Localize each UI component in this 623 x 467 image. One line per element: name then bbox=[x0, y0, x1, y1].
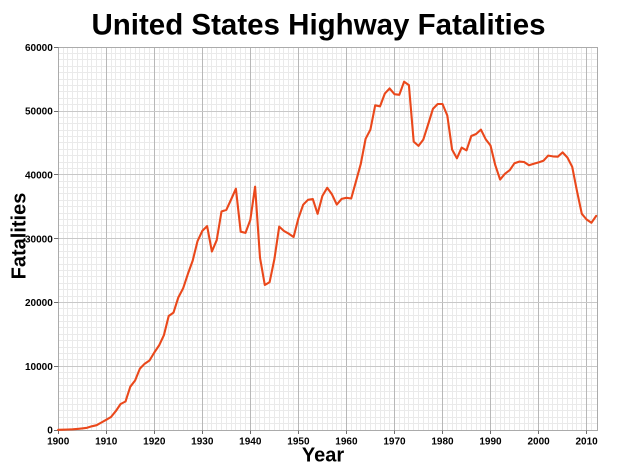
svg-text:1980: 1980 bbox=[431, 437, 454, 448]
svg-text:1910: 1910 bbox=[95, 437, 118, 448]
svg-text:1970: 1970 bbox=[383, 437, 406, 448]
svg-text:1920: 1920 bbox=[143, 437, 166, 448]
svg-text:Fatalities: Fatalities bbox=[9, 193, 31, 280]
svg-text:1930: 1930 bbox=[191, 437, 214, 448]
svg-text:1940: 1940 bbox=[239, 437, 262, 448]
svg-text:1950: 1950 bbox=[287, 437, 310, 448]
svg-text:40000: 40000 bbox=[25, 171, 53, 182]
svg-text:2010: 2010 bbox=[575, 437, 598, 448]
svg-text:1960: 1960 bbox=[335, 437, 358, 448]
svg-text:50000: 50000 bbox=[25, 107, 53, 118]
svg-text:Year: Year bbox=[302, 445, 344, 467]
svg-text:1900: 1900 bbox=[47, 437, 70, 448]
svg-text:1990: 1990 bbox=[479, 437, 502, 448]
svg-text:2000: 2000 bbox=[527, 437, 550, 448]
svg-text:United States Highway Fataliti: United States Highway Fatalities bbox=[91, 8, 545, 41]
svg-text:20000: 20000 bbox=[25, 298, 53, 309]
svg-text:30000: 30000 bbox=[25, 234, 53, 245]
svg-text:0: 0 bbox=[47, 426, 53, 437]
svg-text:10000: 10000 bbox=[25, 362, 53, 373]
svg-text:60000: 60000 bbox=[25, 43, 53, 54]
